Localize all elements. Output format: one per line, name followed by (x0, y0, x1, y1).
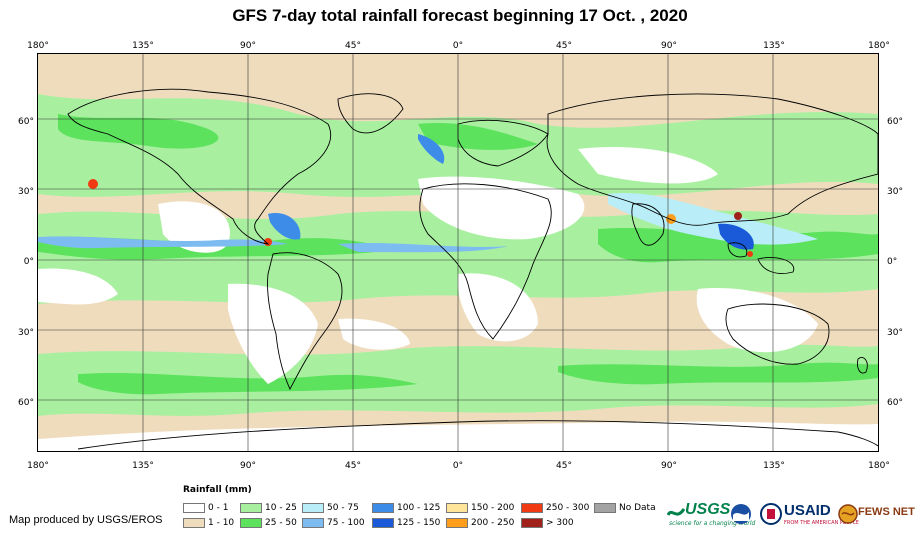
legend-item: 0 - 1 (183, 502, 228, 514)
noaa-globe-icon (731, 504, 751, 524)
fewsnet-globe-icon (838, 504, 858, 524)
rain-band-extreme (88, 179, 753, 257)
legend-swatch (372, 503, 394, 513)
noaa-logo[interactable] (730, 500, 752, 530)
lon-tick-top: 90° (661, 41, 677, 51)
lon-tick-bottom: 45° (345, 461, 361, 471)
lon-tick-top: 180° (868, 41, 890, 51)
usaid-seal-icon (760, 503, 782, 525)
legend-item: 150 - 200 (446, 502, 514, 514)
legend-label: > 300 (546, 518, 574, 528)
lon-tick-bottom: 135° (763, 461, 785, 471)
lat-tick-left: 0° (23, 257, 34, 267)
lon-tick-bottom: 45° (556, 461, 572, 471)
legend-label: 100 - 125 (397, 503, 441, 513)
usaid-wordmark: USAID (784, 502, 831, 519)
usgs-wave-icon (667, 508, 685, 516)
legend-item: 125 - 150 (372, 517, 440, 529)
lon-tick-top: 0° (452, 41, 464, 51)
lon-tick-top: 45° (556, 41, 572, 51)
legend-item: 250 - 300 (521, 502, 589, 514)
lat-tick-right: 30° (887, 187, 903, 197)
legend-label: 25 - 50 (265, 518, 297, 528)
lat-tick-right: 30° (887, 328, 903, 338)
legend-label: 150 - 200 (471, 503, 515, 513)
legend-label: 250 - 300 (546, 503, 590, 513)
map-graticule (38, 54, 878, 451)
lat-tick-right: 60° (887, 117, 903, 127)
map-canvas (38, 54, 878, 451)
lon-tick-bottom: 180° (868, 461, 890, 471)
lon-tick-top: 45° (345, 41, 361, 51)
legend-swatch (521, 503, 543, 513)
legend-swatch (240, 518, 262, 528)
rainfall-map[interactable] (37, 53, 879, 452)
legend-swatch (302, 503, 324, 513)
legend-item: 75 - 100 (302, 517, 365, 529)
legend-item: 25 - 50 (240, 517, 297, 529)
lon-tick-top: 135° (132, 41, 154, 51)
lat-tick-left: 60° (18, 117, 34, 127)
lat-tick-left: 30° (18, 187, 34, 197)
legend-swatch (446, 503, 468, 513)
map-title: GFS 7-day total rainfall forecast beginn… (232, 6, 688, 25)
land-outlines (67, 88, 878, 450)
legend-label: 75 - 100 (327, 518, 365, 528)
legend-label: 125 - 150 (397, 518, 441, 528)
lat-tick-left: 30° (18, 328, 34, 338)
legend-label: 50 - 75 (327, 503, 359, 513)
legend-label: 1 - 10 (208, 518, 235, 528)
usgs-logo[interactable]: USGS science for a changing world (667, 500, 755, 530)
legend-label: 0 - 1 (208, 503, 229, 513)
legend-label: No Data (619, 503, 656, 513)
legend-label: 10 - 25 (265, 503, 297, 513)
lon-tick-bottom: 90° (661, 461, 677, 471)
fewsnet-wordmark: FEWS NET (858, 506, 915, 518)
lon-tick-bottom: 0° (452, 461, 464, 471)
lat-tick-left: 60° (18, 398, 34, 408)
usgs-wordmark: USGS (685, 501, 731, 518)
legend-title: Rainfall (mm) (183, 485, 252, 495)
legend-swatch (240, 503, 262, 513)
legend-item: No Data (594, 502, 656, 514)
legend-swatch (372, 518, 394, 528)
legend-item: 10 - 25 (240, 502, 297, 514)
legend-swatch (302, 518, 324, 528)
usaid-tagline: FROM THE AMERICAN PEOPLE (784, 520, 859, 526)
legend-item: 50 - 75 (302, 502, 359, 514)
legend-item: 1 - 10 (183, 517, 234, 529)
fewsnet-logo[interactable]: FEWS NET (838, 500, 916, 530)
lon-tick-bottom: 90° (240, 461, 256, 471)
legend-item: 200 - 250 (446, 517, 514, 529)
legend-item: 100 - 125 (372, 502, 440, 514)
legend-swatch (521, 518, 543, 528)
map-credit: Map produced by USGS/EROS (9, 514, 163, 526)
usgs-tagline: science for a changing world (669, 520, 756, 527)
lon-tick-bottom: 180° (27, 461, 49, 471)
lon-tick-bottom: 135° (132, 461, 154, 471)
rain-band-50-125 (38, 134, 818, 253)
legend-item: > 300 (521, 517, 574, 529)
legend-swatch (594, 503, 616, 513)
lat-tick-right: 60° (887, 398, 903, 408)
legend-swatch (183, 518, 205, 528)
legend-label: 200 - 250 (471, 518, 515, 528)
usaid-logo[interactable]: USAID FROM THE AMERICAN PEOPLE (760, 500, 859, 530)
lat-tick-right: 0° (887, 257, 898, 267)
lon-tick-top: 135° (763, 41, 785, 51)
lon-tick-top: 90° (240, 41, 256, 51)
legend-swatch (183, 503, 205, 513)
lon-tick-top: 180° (27, 41, 49, 51)
legend-swatch (446, 518, 468, 528)
